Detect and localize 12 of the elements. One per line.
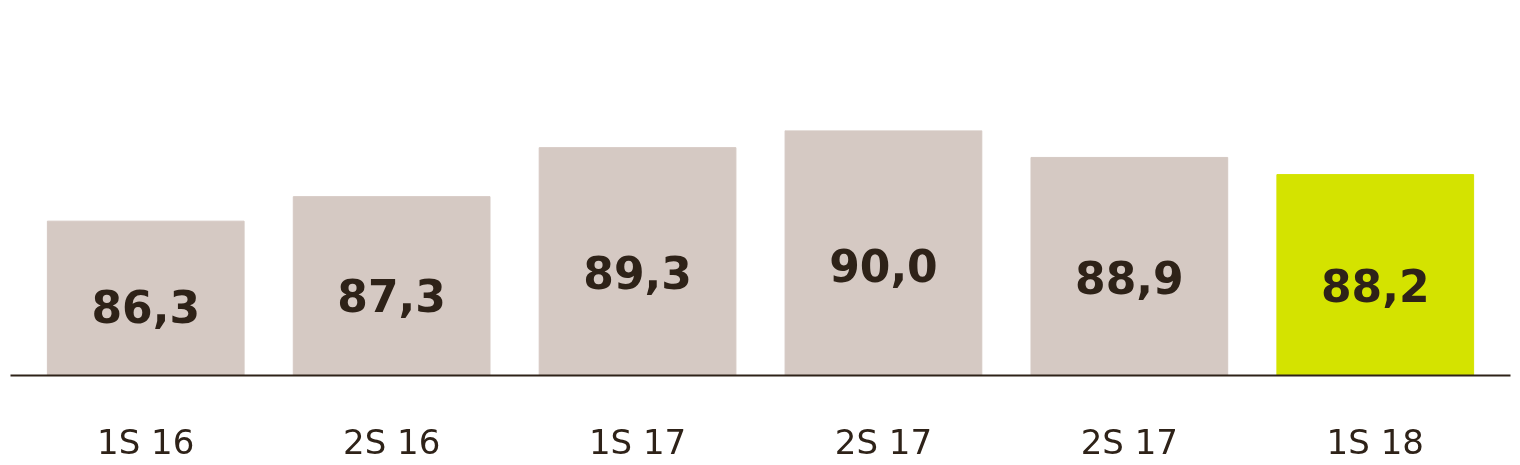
data-label: 88,9 <box>1075 252 1184 304</box>
x-tick-label: 2S 17 <box>834 421 933 462</box>
data-label: 88,2 <box>1320 260 1430 312</box>
x-tick-label: 2S 17 <box>1080 421 1179 462</box>
x-tick-label: 1S 18 <box>1326 421 1424 462</box>
data-label: 90,0 <box>829 240 938 292</box>
data-label: 87,3 <box>337 270 446 322</box>
x-tick-label: 1S 17 <box>588 421 687 462</box>
data-label: 86,3 <box>91 281 201 333</box>
x-tick-label: 1S 16 <box>97 421 195 462</box>
data-label: 89,3 <box>583 248 692 300</box>
x-tick-label: 2S 16 <box>343 421 441 462</box>
